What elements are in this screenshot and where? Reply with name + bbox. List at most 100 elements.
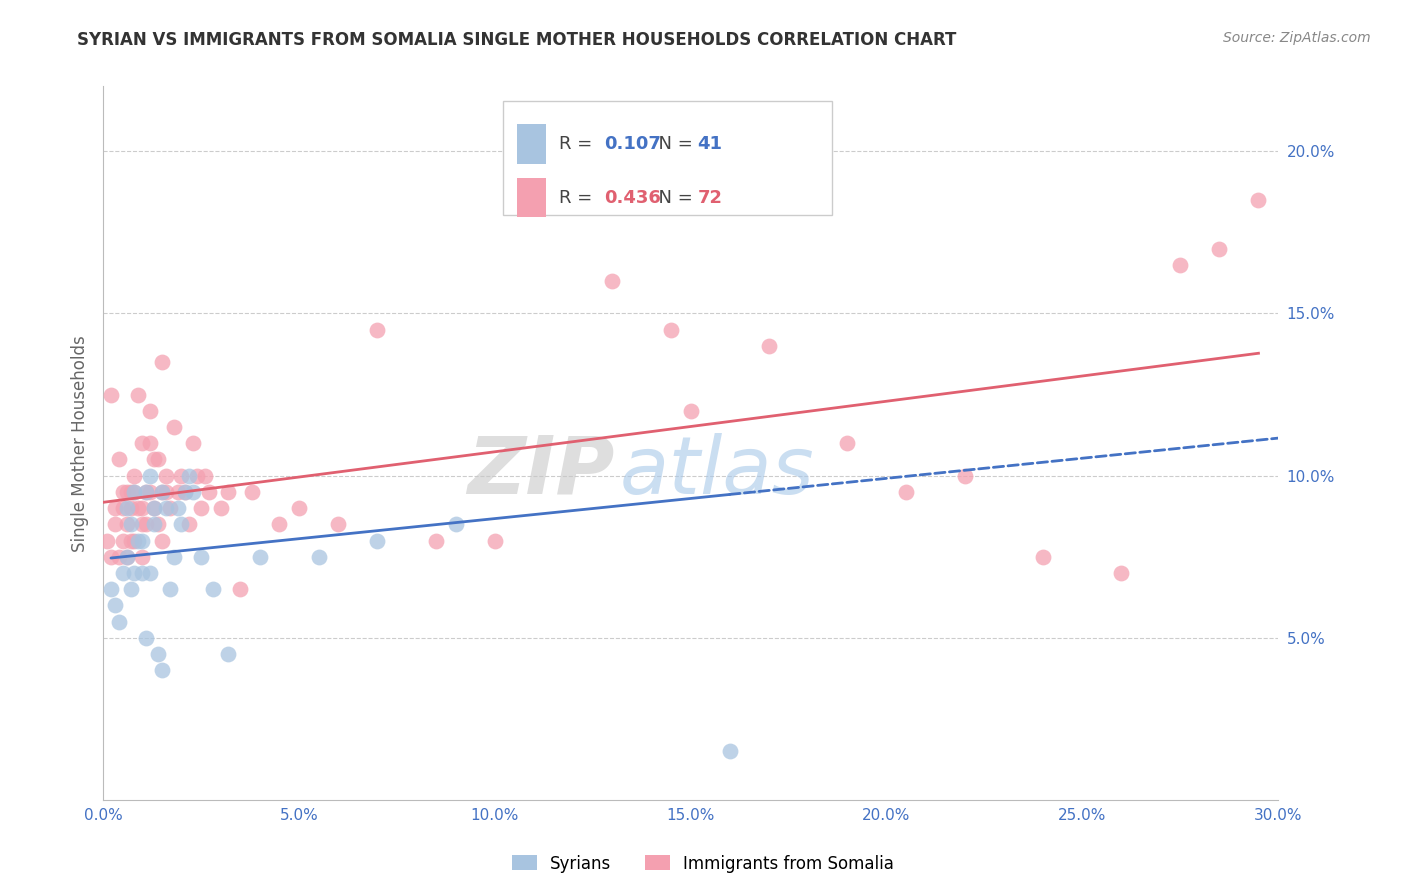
Point bbox=[249, 549, 271, 564]
Text: N =: N = bbox=[647, 135, 699, 153]
Point bbox=[139, 566, 162, 580]
Point bbox=[1247, 193, 1270, 207]
Text: Source: ZipAtlas.com: Source: ZipAtlas.com bbox=[1223, 31, 1371, 45]
Point bbox=[104, 599, 127, 613]
Point bbox=[146, 517, 169, 532]
Point bbox=[1208, 242, 1230, 256]
Point bbox=[131, 501, 153, 516]
Point bbox=[100, 387, 122, 401]
Point bbox=[194, 468, 217, 483]
Point bbox=[366, 533, 388, 548]
Point bbox=[150, 664, 173, 678]
Point bbox=[131, 436, 153, 450]
Point bbox=[115, 484, 138, 499]
Point bbox=[96, 533, 118, 548]
Text: 41: 41 bbox=[697, 135, 723, 153]
Point bbox=[139, 436, 162, 450]
Point bbox=[127, 501, 149, 516]
Text: 0.107: 0.107 bbox=[603, 135, 661, 153]
Point bbox=[837, 436, 859, 450]
Point bbox=[100, 582, 122, 597]
Point bbox=[181, 484, 204, 499]
Point bbox=[155, 484, 177, 499]
Point bbox=[326, 517, 349, 532]
Point bbox=[135, 631, 157, 645]
FancyBboxPatch shape bbox=[502, 101, 831, 215]
Point bbox=[146, 647, 169, 661]
Point bbox=[143, 517, 166, 532]
Text: 72: 72 bbox=[697, 189, 723, 207]
Point bbox=[131, 533, 153, 548]
Point bbox=[135, 484, 157, 499]
Point bbox=[135, 484, 157, 499]
Point bbox=[1032, 549, 1054, 564]
Point bbox=[115, 517, 138, 532]
Point bbox=[229, 582, 252, 597]
Point bbox=[166, 484, 188, 499]
FancyBboxPatch shape bbox=[516, 124, 546, 163]
Point bbox=[131, 566, 153, 580]
Point bbox=[198, 484, 221, 499]
Point bbox=[308, 549, 330, 564]
Point bbox=[444, 517, 467, 532]
Point bbox=[155, 501, 177, 516]
Point bbox=[425, 533, 447, 548]
Point bbox=[120, 501, 142, 516]
Point bbox=[115, 501, 138, 516]
Point bbox=[115, 549, 138, 564]
Point bbox=[127, 387, 149, 401]
Point bbox=[143, 501, 166, 516]
Point bbox=[162, 420, 184, 434]
Point bbox=[209, 501, 232, 516]
Point bbox=[174, 484, 197, 499]
Point bbox=[484, 533, 506, 548]
Point bbox=[179, 468, 201, 483]
Point bbox=[190, 549, 212, 564]
Point bbox=[124, 484, 146, 499]
Text: SYRIAN VS IMMIGRANTS FROM SOMALIA SINGLE MOTHER HOUSEHOLDS CORRELATION CHART: SYRIAN VS IMMIGRANTS FROM SOMALIA SINGLE… bbox=[77, 31, 956, 49]
Point bbox=[894, 484, 917, 499]
Point bbox=[159, 501, 181, 516]
Point bbox=[179, 517, 201, 532]
Text: N =: N = bbox=[647, 189, 699, 207]
Point bbox=[146, 452, 169, 467]
Point bbox=[659, 323, 682, 337]
Point bbox=[120, 582, 142, 597]
Point bbox=[120, 484, 142, 499]
Point bbox=[288, 501, 311, 516]
Point bbox=[953, 468, 976, 483]
Point bbox=[135, 517, 157, 532]
Point bbox=[104, 517, 127, 532]
Point bbox=[139, 404, 162, 418]
Point bbox=[143, 452, 166, 467]
Point bbox=[758, 339, 780, 353]
Point bbox=[170, 517, 193, 532]
Point bbox=[115, 549, 138, 564]
Point bbox=[170, 468, 193, 483]
Point bbox=[366, 323, 388, 337]
Y-axis label: Single Mother Households: Single Mother Households bbox=[72, 334, 89, 551]
Point bbox=[150, 484, 173, 499]
Legend: Syrians, Immigrants from Somalia: Syrians, Immigrants from Somalia bbox=[505, 848, 901, 880]
Text: ZIP: ZIP bbox=[467, 433, 614, 511]
Text: atlas: atlas bbox=[620, 433, 815, 511]
Point bbox=[139, 468, 162, 483]
Point bbox=[186, 468, 208, 483]
Point bbox=[217, 484, 239, 499]
Point bbox=[131, 517, 153, 532]
Point bbox=[107, 549, 129, 564]
Point bbox=[150, 484, 173, 499]
Point bbox=[1111, 566, 1133, 580]
Point bbox=[181, 436, 204, 450]
Point bbox=[679, 404, 702, 418]
Text: 0.436: 0.436 bbox=[603, 189, 661, 207]
Point bbox=[240, 484, 263, 499]
Point bbox=[131, 549, 153, 564]
Point bbox=[104, 501, 127, 516]
Point bbox=[269, 517, 291, 532]
Point bbox=[155, 468, 177, 483]
Point bbox=[162, 549, 184, 564]
Point bbox=[120, 517, 142, 532]
Point bbox=[150, 355, 173, 369]
Point bbox=[150, 533, 173, 548]
